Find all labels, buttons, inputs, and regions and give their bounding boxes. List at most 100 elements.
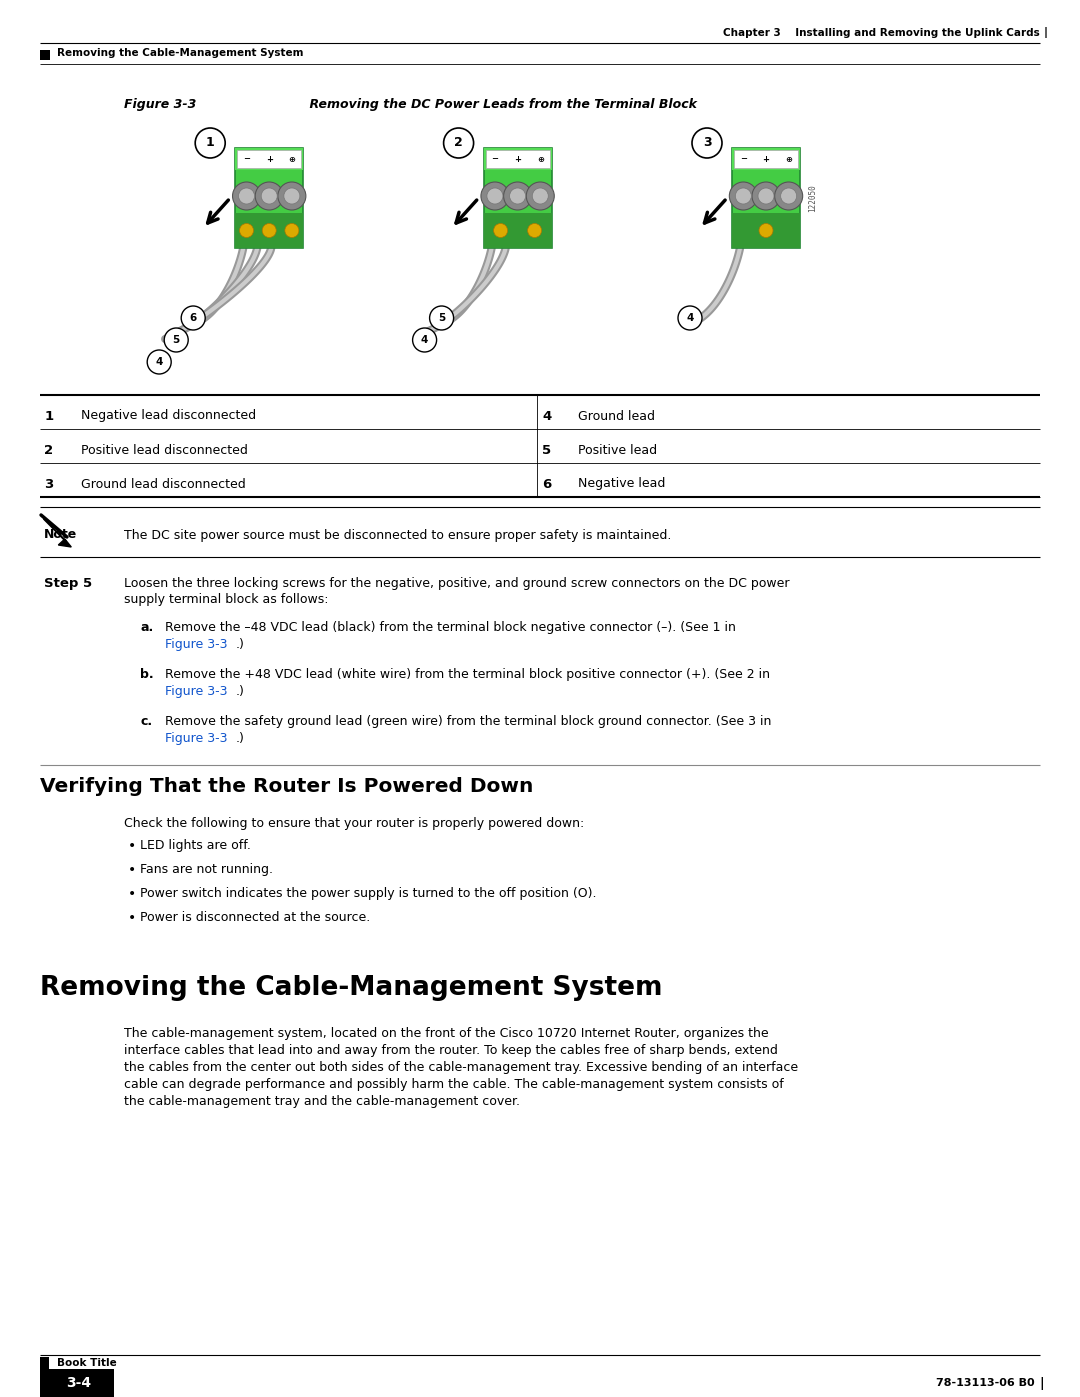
Bar <box>732 212 800 249</box>
Text: c.: c. <box>140 715 152 728</box>
Text: 1: 1 <box>44 409 53 422</box>
Circle shape <box>430 306 454 330</box>
Bar <box>235 212 303 249</box>
Text: Removing the Cable-Management System: Removing the Cable-Management System <box>57 47 303 59</box>
Circle shape <box>181 306 205 330</box>
Text: 6: 6 <box>190 313 197 323</box>
Text: Step 5: Step 5 <box>44 577 93 590</box>
Bar <box>235 148 303 170</box>
Text: Check the following to ensure that your router is properly powered down:: Check the following to ensure that your … <box>124 817 584 830</box>
Text: Remove the –48 VDC lead (black) from the terminal block negative connector (–). : Remove the –48 VDC lead (black) from the… <box>165 622 737 634</box>
Circle shape <box>510 189 526 204</box>
Circle shape <box>444 129 474 158</box>
Circle shape <box>759 224 773 237</box>
Text: +: + <box>266 155 272 163</box>
Circle shape <box>678 306 702 330</box>
Text: Figure 3-3: Figure 3-3 <box>165 732 228 745</box>
Circle shape <box>413 328 436 352</box>
Circle shape <box>774 182 802 210</box>
Circle shape <box>729 182 757 210</box>
Bar <box>238 149 301 168</box>
Text: .): .) <box>235 685 244 698</box>
Text: 2: 2 <box>44 443 53 457</box>
Text: −: − <box>243 155 251 163</box>
Text: Fans are not running.: Fans are not running. <box>140 863 273 876</box>
Text: 4: 4 <box>421 335 429 345</box>
Text: The cable-management system, located on the front of the Cisco 10720 Internet Ro: The cable-management system, located on … <box>124 1027 769 1039</box>
Circle shape <box>494 224 508 237</box>
Text: 6: 6 <box>542 478 552 490</box>
Text: •: • <box>127 840 136 854</box>
Text: −: − <box>740 155 747 163</box>
Text: Positive lead disconnected: Positive lead disconnected <box>81 443 248 457</box>
Text: −: − <box>491 155 499 163</box>
Text: ⊕: ⊕ <box>537 155 543 163</box>
Text: b.: b. <box>140 668 154 680</box>
Text: +: + <box>762 155 769 163</box>
Text: |: | <box>1043 27 1048 38</box>
Text: 5: 5 <box>438 313 445 323</box>
Text: +: + <box>514 155 521 163</box>
Text: •: • <box>127 863 136 877</box>
Bar <box>484 212 552 249</box>
Text: Chapter 3    Installing and Removing the Uplink Cards: Chapter 3 Installing and Removing the Up… <box>724 28 1040 38</box>
Text: Negative lead disconnected: Negative lead disconnected <box>81 409 256 422</box>
Circle shape <box>526 182 554 210</box>
Circle shape <box>752 182 780 210</box>
Text: the cable-management tray and the cable-management cover.: the cable-management tray and the cable-… <box>124 1095 521 1108</box>
Bar <box>484 148 552 170</box>
Circle shape <box>284 189 300 204</box>
Text: Negative lead: Negative lead <box>578 478 665 490</box>
Text: •: • <box>127 911 136 925</box>
Text: .): .) <box>235 732 244 745</box>
Text: Power is disconnected at the source.: Power is disconnected at the source. <box>140 911 370 923</box>
Circle shape <box>487 189 503 204</box>
FancyBboxPatch shape <box>40 1356 49 1369</box>
Circle shape <box>239 189 255 204</box>
Circle shape <box>758 189 774 204</box>
Circle shape <box>503 182 531 210</box>
Circle shape <box>532 189 549 204</box>
Circle shape <box>232 182 260 210</box>
Text: cable can degrade performance and possibly harm the cable. The cable-management : cable can degrade performance and possib… <box>124 1078 784 1091</box>
FancyBboxPatch shape <box>40 1369 114 1397</box>
Circle shape <box>278 182 306 210</box>
FancyBboxPatch shape <box>40 50 50 60</box>
Text: Ground lead disconnected: Ground lead disconnected <box>81 478 246 490</box>
Text: supply terminal block as follows:: supply terminal block as follows: <box>124 592 328 606</box>
Text: 78-13113-06 B0: 78-13113-06 B0 <box>936 1377 1035 1389</box>
Text: Loosen the three locking screws for the negative, positive, and ground screw con: Loosen the three locking screws for the … <box>124 577 789 590</box>
Circle shape <box>255 182 283 210</box>
Text: ⊕: ⊕ <box>785 155 792 163</box>
Circle shape <box>692 129 723 158</box>
Text: Remove the +48 VDC lead (white wire) from the terminal block positive connector : Remove the +48 VDC lead (white wire) fro… <box>165 668 770 680</box>
Text: Remove the safety ground lead (green wire) from the terminal block ground connec: Remove the safety ground lead (green wir… <box>165 715 771 728</box>
Circle shape <box>781 189 797 204</box>
Bar <box>734 149 798 168</box>
Text: Removing the DC Power Leads from the Terminal Block: Removing the DC Power Leads from the Ter… <box>292 98 697 110</box>
Text: •: • <box>127 887 136 901</box>
Text: Figure 3-3: Figure 3-3 <box>165 685 228 698</box>
Bar <box>732 148 800 249</box>
Circle shape <box>262 224 276 237</box>
Text: LED lights are off.: LED lights are off. <box>140 840 252 852</box>
Text: 2: 2 <box>455 137 463 149</box>
Circle shape <box>240 224 254 237</box>
Text: Positive lead: Positive lead <box>578 443 657 457</box>
Circle shape <box>261 189 278 204</box>
Circle shape <box>528 224 541 237</box>
Circle shape <box>735 189 752 204</box>
Circle shape <box>147 351 172 374</box>
Text: The DC site power source must be disconnected to ensure proper safety is maintai: The DC site power source must be disconn… <box>124 528 672 542</box>
Bar <box>235 148 303 249</box>
Bar <box>484 148 552 249</box>
Text: 3-4: 3-4 <box>66 1376 92 1390</box>
Text: Figure 3-3: Figure 3-3 <box>124 98 197 110</box>
Text: ⊕: ⊕ <box>288 155 295 163</box>
Text: Power switch indicates the power supply is turned to the off position (O).: Power switch indicates the power supply … <box>140 887 597 900</box>
Text: Note: Note <box>44 528 78 542</box>
Text: 4: 4 <box>156 358 163 367</box>
Circle shape <box>481 182 509 210</box>
Text: a.: a. <box>140 622 153 634</box>
Text: 4: 4 <box>686 313 693 323</box>
